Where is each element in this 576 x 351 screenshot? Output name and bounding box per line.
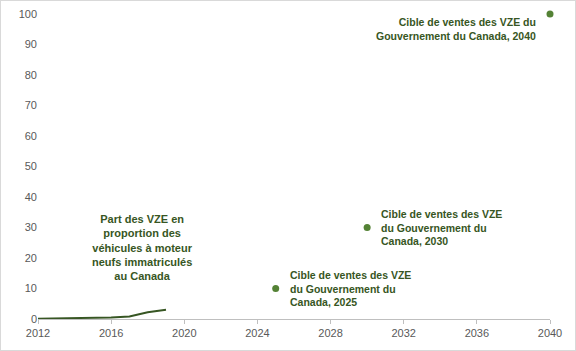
svg-text:80: 80 [25, 69, 37, 81]
svg-text:0: 0 [31, 313, 37, 325]
svg-text:2032: 2032 [391, 327, 415, 339]
svg-text:2036: 2036 [465, 327, 489, 339]
svg-text:20: 20 [25, 252, 37, 264]
svg-text:Cible de ventes des VZE duGouv: Cible de ventes des VZE duGouvernement d… [376, 16, 536, 42]
svg-text:Cible de ventes des VZEdu Gouv: Cible de ventes des VZEdu Gouvernement d… [290, 269, 411, 308]
svg-text:10: 10 [25, 282, 37, 294]
svg-text:2028: 2028 [318, 327, 342, 339]
svg-text:2024: 2024 [245, 327, 269, 339]
svg-text:Part des VZE enproportion desv: Part des VZE enproportion desvéhicules à… [92, 213, 193, 282]
svg-text:60: 60 [25, 130, 37, 142]
svg-text:2040: 2040 [538, 327, 562, 339]
svg-text:2020: 2020 [172, 327, 196, 339]
svg-text:2016: 2016 [99, 327, 123, 339]
svg-text:Cible de ventes des VZEdu Gouv: Cible de ventes des VZEdu Gouvernement d… [381, 208, 502, 247]
svg-text:100: 100 [19, 8, 37, 20]
svg-text:40: 40 [25, 191, 37, 203]
svg-text:50: 50 [25, 160, 37, 172]
svg-text:30: 30 [25, 221, 37, 233]
svg-text:70: 70 [25, 99, 37, 111]
svg-text:2012: 2012 [26, 327, 50, 339]
svg-text:90: 90 [25, 38, 37, 50]
